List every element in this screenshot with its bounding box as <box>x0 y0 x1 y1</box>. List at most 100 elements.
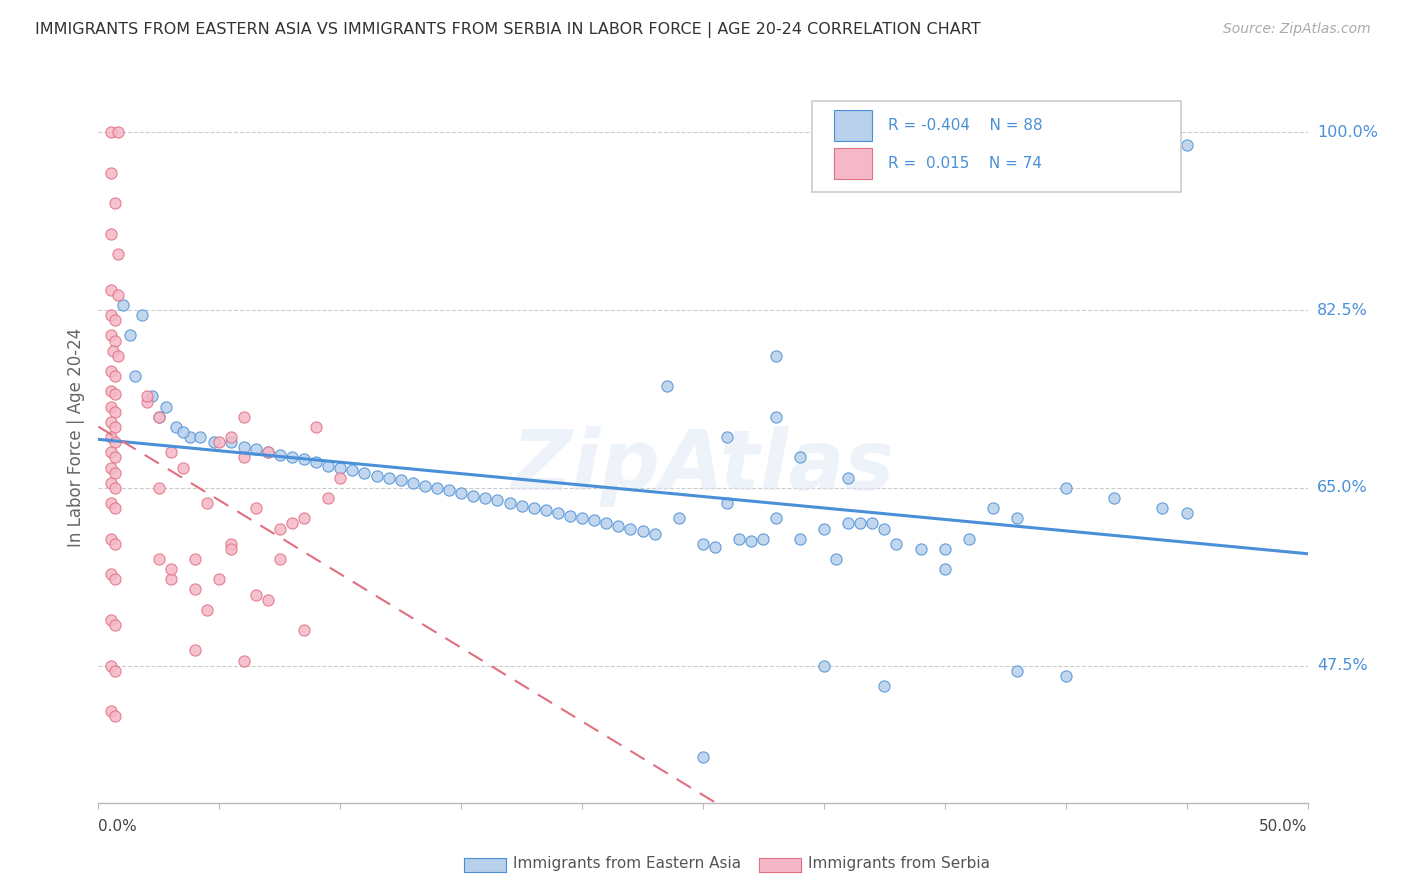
Point <box>184 552 207 566</box>
Point <box>316 491 339 505</box>
Point <box>269 521 291 535</box>
Point <box>426 481 449 495</box>
Point <box>100 227 122 241</box>
Point <box>148 409 170 424</box>
Text: 47.5%: 47.5% <box>1317 658 1368 673</box>
Text: R = -0.404    N = 88: R = -0.404 N = 88 <box>889 118 1043 133</box>
Point <box>135 394 157 409</box>
Point <box>329 460 352 475</box>
Text: Source: ZipAtlas.com: Source: ZipAtlas.com <box>1223 22 1371 37</box>
Point <box>474 491 496 505</box>
Point <box>413 479 436 493</box>
Point <box>232 654 254 668</box>
Point <box>124 369 146 384</box>
Point <box>100 532 122 546</box>
Point <box>256 445 278 459</box>
Point <box>104 481 127 495</box>
Point <box>292 623 315 637</box>
Point <box>204 435 226 450</box>
Text: 50.0%: 50.0% <box>1260 819 1308 834</box>
Point <box>135 389 157 403</box>
Point <box>104 537 127 551</box>
Point <box>765 409 787 424</box>
Point <box>232 409 254 424</box>
Point <box>486 493 509 508</box>
Point <box>195 496 218 510</box>
Point <box>104 196 127 211</box>
Point <box>104 664 127 678</box>
Point <box>172 460 194 475</box>
Point <box>104 709 127 723</box>
Point <box>107 125 129 139</box>
Point <box>100 460 122 475</box>
Point <box>104 572 127 586</box>
Point <box>107 288 129 302</box>
Point <box>305 420 328 434</box>
Point <box>957 532 980 546</box>
Point <box>245 501 267 516</box>
Point <box>716 496 738 510</box>
Point <box>118 328 141 343</box>
Point <box>100 308 122 322</box>
Point <box>131 308 153 322</box>
Point <box>104 450 127 465</box>
Point <box>1175 137 1198 152</box>
Point <box>100 384 122 399</box>
Point <box>104 501 127 516</box>
Text: ZipAtlas: ZipAtlas <box>512 425 894 507</box>
Point <box>172 425 194 439</box>
Point <box>353 466 375 480</box>
Point <box>104 405 127 419</box>
Point <box>860 516 883 531</box>
Point <box>184 582 207 597</box>
Point <box>100 705 122 719</box>
Point <box>104 618 127 632</box>
Point <box>668 511 690 525</box>
Point <box>437 483 460 497</box>
Point <box>765 511 787 525</box>
Point <box>155 400 177 414</box>
Text: R =  0.015    N = 74: R = 0.015 N = 74 <box>889 156 1042 171</box>
Point <box>148 409 170 424</box>
Point <box>292 511 315 525</box>
Point <box>1007 511 1029 525</box>
Text: Immigrants from Serbia: Immigrants from Serbia <box>808 856 990 871</box>
Point <box>281 516 304 531</box>
Point <box>1007 664 1029 678</box>
Point <box>873 679 896 693</box>
Point <box>188 430 211 444</box>
Point <box>245 588 267 602</box>
Point <box>765 349 787 363</box>
Point <box>104 387 127 401</box>
Point <box>1054 481 1077 495</box>
Point <box>910 541 932 556</box>
Point <box>607 519 630 533</box>
Point <box>179 430 201 444</box>
Point <box>402 475 425 490</box>
Point <box>583 513 606 527</box>
Point <box>100 445 122 459</box>
Point <box>104 466 127 480</box>
Point <box>547 506 569 520</box>
Point <box>595 516 617 531</box>
Point <box>100 430 122 444</box>
Text: 100.0%: 100.0% <box>1317 125 1378 140</box>
Point <box>934 541 956 556</box>
Text: Immigrants from Eastern Asia: Immigrants from Eastern Asia <box>513 856 741 871</box>
Point <box>619 521 641 535</box>
Point <box>752 532 775 546</box>
Point <box>728 532 751 546</box>
Point <box>221 541 243 556</box>
Point <box>631 524 654 538</box>
Point <box>825 552 848 566</box>
Point <box>329 471 352 485</box>
Point <box>692 537 714 551</box>
Point <box>232 450 254 465</box>
Point <box>655 379 678 393</box>
Point <box>160 562 183 576</box>
Point <box>644 526 666 541</box>
Point <box>837 516 859 531</box>
Point <box>498 496 520 510</box>
Point <box>571 511 593 525</box>
Point <box>104 313 127 327</box>
